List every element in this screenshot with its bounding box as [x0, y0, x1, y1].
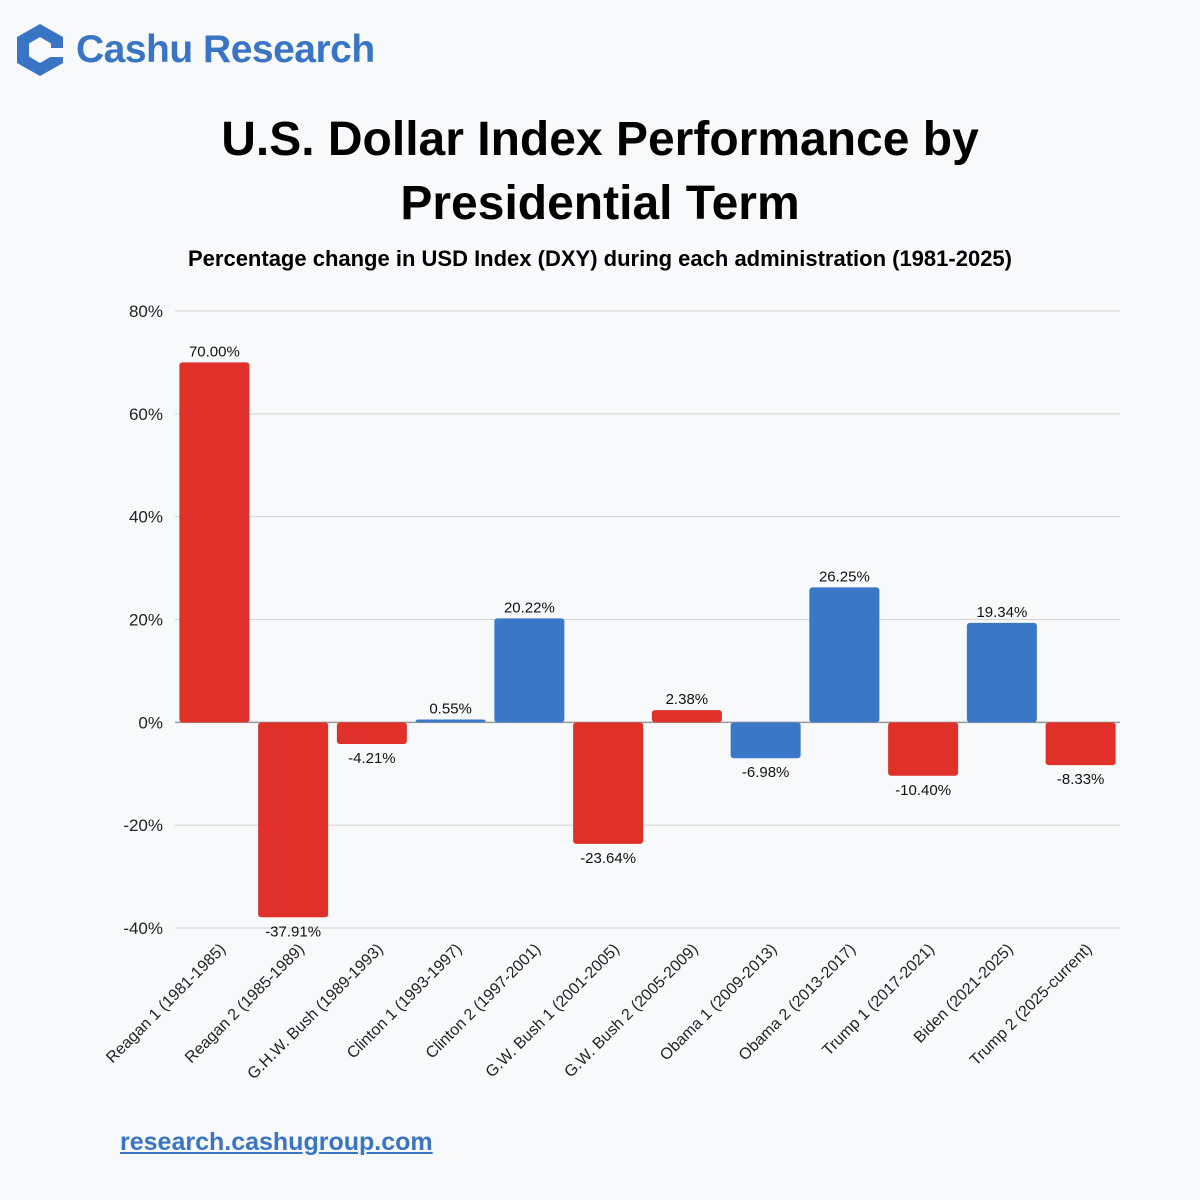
bar — [573, 722, 644, 844]
footer-website-link[interactable]: research.cashugroup.com — [120, 1128, 433, 1156]
x-category-label: G.H.W. Bush (1989-1993) — [245, 941, 387, 1083]
data-label: 0.55% — [429, 701, 472, 718]
data-label: 2.38% — [666, 691, 709, 708]
chart-title-line-2: Presidential Term — [400, 177, 800, 230]
bar — [1045, 722, 1116, 766]
data-label: -10.40% — [895, 782, 951, 799]
bar — [966, 622, 1037, 723]
bar — [415, 719, 486, 723]
data-label: 26.25% — [819, 568, 870, 585]
data-label: -4.21% — [348, 750, 396, 767]
y-tick-label: 0% — [138, 713, 163, 732]
y-tick-label: -40% — [123, 919, 163, 938]
y-tick-label: 80% — [129, 302, 163, 321]
bar — [809, 587, 880, 723]
brand-name: Cashu Research — [76, 28, 375, 71]
y-tick-label: -20% — [123, 816, 163, 835]
bar — [179, 362, 250, 723]
chart-title: U.S. Dollar Index Performance by Preside… — [0, 108, 1200, 236]
data-label: -6.98% — [742, 764, 790, 781]
y-tick-label: 20% — [129, 611, 163, 630]
data-label: 20.22% — [504, 599, 555, 616]
bar — [888, 722, 959, 776]
y-tick-label: 40% — [129, 508, 163, 527]
bar — [336, 722, 407, 744]
y-tick-label: 60% — [129, 405, 163, 424]
bar — [494, 618, 565, 723]
chart-title-line-1: U.S. Dollar Index Performance by — [221, 113, 979, 166]
data-label: -8.33% — [1057, 771, 1105, 788]
cashu-logo-icon — [17, 24, 63, 76]
x-category-label: G.W. Bush 2 (2005-2009) — [561, 941, 701, 1081]
brand-header: Cashu Research — [14, 22, 375, 78]
x-category-label: G.W. Bush 1 (2001-2005) — [483, 941, 623, 1081]
data-label: -37.91% — [265, 923, 321, 940]
data-label: 19.34% — [976, 604, 1027, 621]
bar — [730, 722, 801, 759]
bar — [651, 710, 722, 723]
bar — [258, 722, 329, 918]
data-label: -23.64% — [580, 850, 636, 867]
chart-subtitle: Percentage change in USD Index (DXY) dur… — [187, 246, 1012, 271]
data-label: 70.00% — [189, 343, 240, 360]
